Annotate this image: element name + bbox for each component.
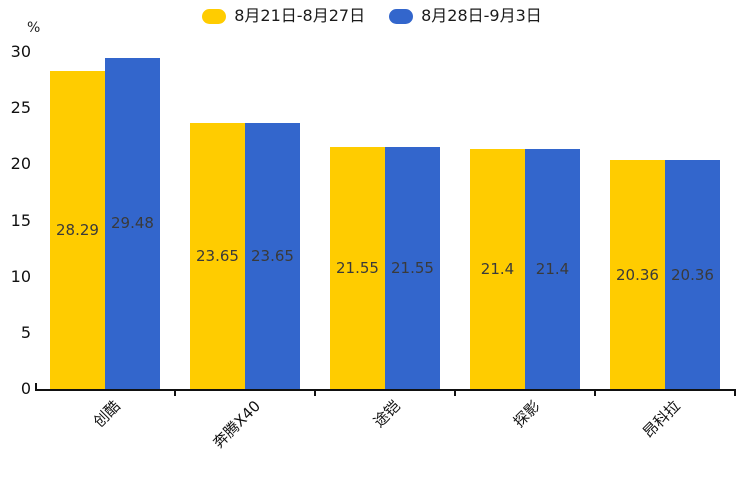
x-axis-category-label: 探影 — [509, 397, 544, 431]
legend-swatch-blue — [389, 8, 414, 24]
x-axis-tick — [594, 389, 596, 396]
y-axis-tick-label: 5 — [20, 322, 31, 342]
bar-value-label: 21.55 — [336, 258, 379, 277]
x-axis-tick — [454, 389, 456, 396]
bar-value-label: 21.4 — [535, 259, 570, 278]
bar-series2: 21.55 — [385, 146, 440, 389]
bar-value-label: 21.4 — [480, 259, 515, 278]
bar-series1: 20.36 — [610, 160, 665, 389]
legend-item-week2[interactable]: 8月28日-9月3日 — [389, 6, 542, 26]
bar-series1: 23.65 — [190, 123, 245, 389]
y-axis-tick-label: 20 — [10, 154, 31, 174]
bar-series1: 21.4 — [470, 148, 525, 389]
bar-value-label: 29.48 — [111, 214, 154, 233]
y-axis-tick-label: 0 — [20, 379, 31, 398]
bar-value-label: 20.36 — [671, 265, 714, 284]
x-axis-tick — [734, 389, 736, 396]
y-axis-tick-label: 15 — [10, 210, 31, 230]
bar-value-label: 23.65 — [251, 247, 294, 266]
y-axis-tick-label: 25 — [10, 98, 31, 118]
x-axis-category-label: 途铠 — [369, 397, 404, 431]
bar-value-label: 23.65 — [196, 247, 239, 266]
x-axis-category-label: 奔腾X40 — [209, 397, 264, 452]
bar-value-label: 21.55 — [391, 258, 434, 277]
y-axis-tick-label: 10 — [10, 266, 31, 286]
bar-series1: 28.29 — [50, 71, 105, 389]
legend-item-week1[interactable]: 8月21日-8月27日 — [202, 6, 365, 26]
chart-legend: 8月21日-8月27日 8月28日-9月3日 — [0, 6, 744, 26]
bar-series2: 20.36 — [665, 160, 720, 389]
x-axis-line — [35, 389, 735, 391]
legend-label-week2: 8月28日-9月3日 — [421, 6, 542, 25]
bar-series2: 29.48 — [105, 57, 160, 389]
x-axis-left-tick — [35, 383, 37, 391]
bar-series2: 23.65 — [245, 123, 300, 389]
y-axis-tick-label: 30 — [10, 42, 31, 61]
bar-series1: 21.55 — [330, 146, 385, 389]
legend-label-week1: 8月21日-8月27日 — [234, 6, 366, 25]
bar-value-label: 20.36 — [616, 265, 659, 284]
x-axis-category-label: 昂科拉 — [639, 397, 684, 442]
y-axis-unit-label: % — [27, 20, 41, 36]
x-axis-tick — [314, 389, 316, 396]
bar-series2: 21.4 — [525, 148, 580, 389]
bar-value-label: 28.29 — [56, 221, 99, 240]
x-axis-category-label: 创酷 — [89, 397, 124, 431]
x-axis-tick — [174, 389, 176, 396]
legend-swatch-yellow — [202, 8, 227, 24]
